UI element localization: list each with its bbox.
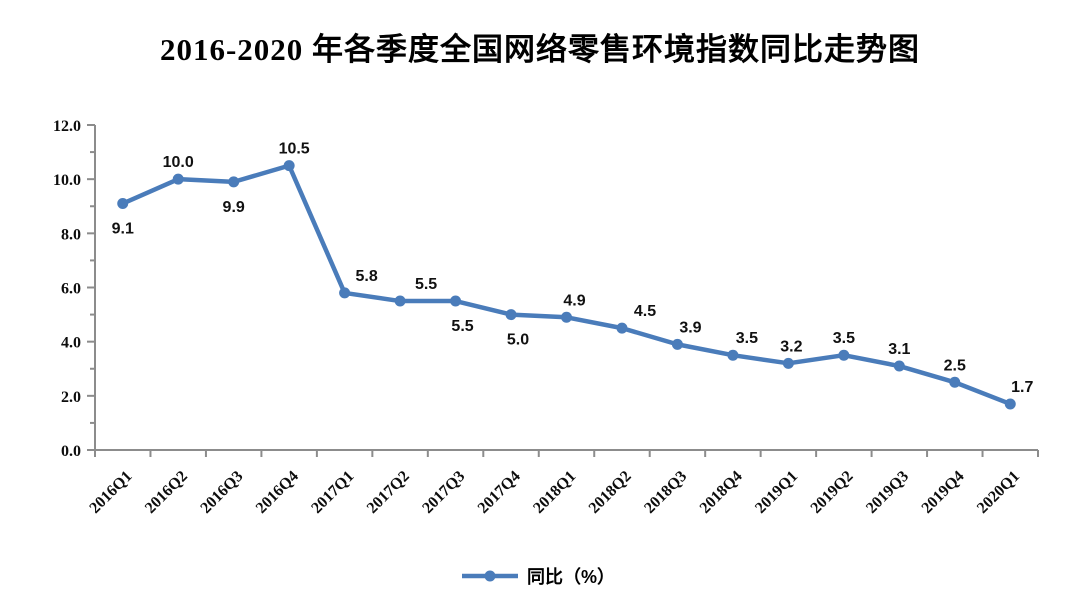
x-axis-label: 2020Q1 xyxy=(974,468,1023,517)
x-axis-label: 2017Q1 xyxy=(308,468,357,517)
y-axis-label: 0.0 xyxy=(61,443,81,460)
data-point xyxy=(450,295,462,307)
data-point-label: 3.5 xyxy=(736,330,758,347)
data-point-label: 5.0 xyxy=(507,332,529,349)
data-point-label: 4.9 xyxy=(563,292,585,309)
x-axis-label: 2018Q3 xyxy=(641,468,690,517)
x-axis-label: 2018Q4 xyxy=(697,468,746,517)
x-axis-label: 2017Q3 xyxy=(419,468,468,517)
data-point xyxy=(782,357,794,369)
series-line xyxy=(120,163,1013,407)
y-axis-label: 12.0 xyxy=(53,118,81,135)
data-point xyxy=(1004,398,1016,410)
y-axis-label: 10.0 xyxy=(53,172,81,189)
data-point-label: 1.7 xyxy=(1011,379,1033,396)
x-axis-label: 2019Q1 xyxy=(752,468,801,517)
data-point xyxy=(283,160,295,172)
data-point-label: 5.8 xyxy=(355,268,377,285)
y-axis-label: 4.0 xyxy=(61,335,81,352)
data-point-label: 9.9 xyxy=(223,199,245,216)
data-point xyxy=(228,176,240,188)
data-point xyxy=(339,287,351,299)
data-point xyxy=(893,360,905,372)
x-axis-label: 2016Q2 xyxy=(142,468,191,517)
x-axis-label: 2018Q2 xyxy=(586,468,635,517)
data-point xyxy=(949,376,961,388)
y-axis-label: 2.0 xyxy=(61,389,81,406)
data-point-label: 3.1 xyxy=(888,341,910,358)
x-axis-label: 2017Q4 xyxy=(475,468,524,517)
data-point-label: 10.0 xyxy=(163,154,194,171)
x-axis-label: 2016Q3 xyxy=(197,468,246,517)
data-point xyxy=(561,311,572,323)
x-axis-label: 2017Q2 xyxy=(364,468,413,517)
y-axis-label: 8.0 xyxy=(61,226,81,243)
data-point-label: 10.5 xyxy=(279,141,310,158)
x-axis-label: 2019Q2 xyxy=(808,468,857,517)
axis-lines xyxy=(94,125,1038,451)
data-point-label: 3.5 xyxy=(833,330,855,347)
data-point-label: 3.2 xyxy=(780,338,802,355)
x-axis-label: 2018Q1 xyxy=(530,468,579,517)
data-point-label: 2.5 xyxy=(944,357,966,374)
data-point xyxy=(117,198,129,210)
data-point xyxy=(616,322,628,334)
data-point xyxy=(671,338,683,350)
x-axis-label: 2016Q1 xyxy=(86,468,135,517)
data-point-label: 5.5 xyxy=(415,276,437,293)
legend-label: 同比（%） xyxy=(527,567,615,587)
x-axis-label: 2019Q3 xyxy=(863,468,912,517)
data-point xyxy=(838,349,850,361)
x-axis-label: 2016Q4 xyxy=(253,468,302,517)
data-point xyxy=(505,309,517,321)
data-point xyxy=(172,173,184,185)
legend-marker-icon xyxy=(484,570,496,582)
data-point-label: 5.5 xyxy=(451,318,473,335)
data-point xyxy=(394,295,406,307)
data-point-label: 3.9 xyxy=(679,319,701,336)
y-axis-label: 6.0 xyxy=(61,281,81,298)
data-point-label: 4.5 xyxy=(634,303,656,320)
data-point xyxy=(727,349,739,361)
x-axis-label: 2019Q4 xyxy=(919,468,968,517)
data-point-label: 9.1 xyxy=(112,221,134,238)
chart-title: 2016-2020 年各季度全国网络零售环境指数同比走势图 xyxy=(159,32,921,67)
